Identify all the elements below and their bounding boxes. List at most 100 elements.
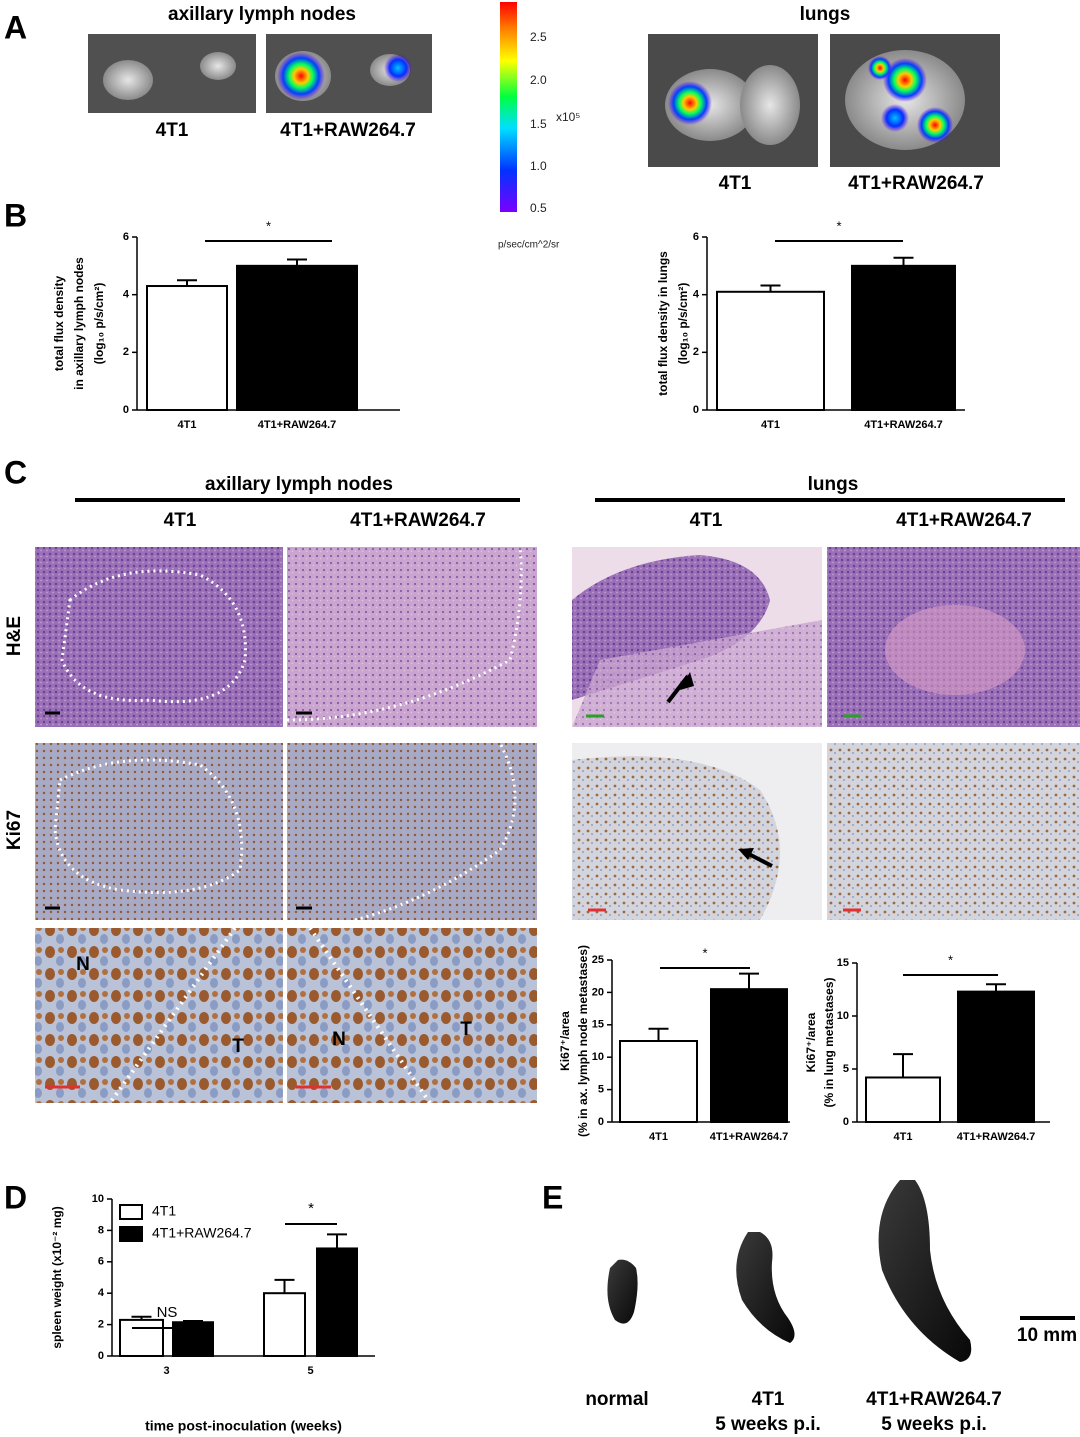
row-title: H&E — [4, 616, 25, 656]
image — [35, 928, 283, 1103]
y-tick-label: 15 — [837, 957, 849, 969]
y-tick-label: 6 — [98, 1256, 104, 1268]
x-tick-label: 3 — [163, 1365, 169, 1377]
y-axis-label: (log₁₀ p/s/cm²) — [92, 283, 106, 365]
column-title: 4T1+RAW264.7 — [350, 510, 486, 531]
y-tick-label: 4 — [693, 289, 700, 301]
image — [827, 743, 1080, 920]
y-axis-label: (% in lung metastases) — [822, 977, 836, 1107]
x-tick-label: 4T1+RAW264.7 — [710, 1131, 789, 1143]
bar — [851, 264, 956, 412]
y-tick-label: 2 — [693, 346, 699, 358]
bar — [146, 285, 228, 411]
bar — [236, 264, 358, 412]
image-caption: 4T1+RAW264.7 — [848, 173, 984, 194]
scale-label: 10 mm — [1017, 1325, 1077, 1346]
column-title: 4T1+RAW264.7 — [896, 510, 1032, 531]
colorbar-tick: 1.0 — [530, 159, 547, 173]
spleen-images — [607, 1180, 1075, 1362]
annotation: * — [308, 1200, 314, 1217]
colorbar-tick: 2.0 — [530, 73, 547, 87]
spleen-caption: 4T1+RAW264.7 — [866, 1389, 1002, 1410]
y-tick-label: 10 — [837, 1010, 849, 1022]
y-tick-label: 6 — [123, 231, 129, 243]
region-label: T — [460, 1019, 472, 1040]
legend-label: 4T1+RAW264.7 — [152, 1225, 252, 1241]
y-axis-label: total flux density in lungs — [656, 251, 670, 396]
spleen-caption: 5 weeks p.i. — [715, 1414, 821, 1435]
colorbar-tick: 2.5 — [530, 30, 547, 44]
image-title: lungs — [800, 4, 851, 25]
y-axis-label: spleen weight (x10⁻² mg) — [50, 1206, 64, 1348]
y-tick-label: 2 — [98, 1319, 104, 1331]
bar — [316, 1247, 358, 1357]
image — [287, 743, 537, 920]
image-title: axillary lymph nodes — [168, 4, 356, 25]
spleen-caption: normal — [585, 1389, 648, 1410]
panel-label: B — [4, 197, 27, 233]
x-axis-label: time post-inoculation (weeks) — [145, 1418, 342, 1434]
y-axis-label: total flux density — [52, 276, 66, 372]
y-tick-label: 15 — [592, 1019, 604, 1031]
colorbar-unit: p/sec/cm^2/sr — [498, 240, 560, 251]
annotation: * — [948, 952, 953, 967]
y-tick-label: 0 — [98, 1350, 104, 1362]
y-tick-label: 0 — [693, 404, 699, 416]
panel-label: E — [542, 1179, 563, 1215]
group-title: axillary lymph nodes — [205, 474, 393, 495]
panel-label: D — [4, 1179, 27, 1215]
y-tick-label: 0 — [123, 404, 129, 416]
column-title: 4T1 — [690, 510, 723, 531]
y-axis-label: Ki67⁺/area — [558, 1011, 572, 1071]
colorbar-tick: 1.5 — [530, 117, 547, 131]
image-caption: 4T1 — [156, 120, 189, 141]
y-axis-label: (% in ax. lymph node metastases) — [576, 945, 590, 1137]
x-tick-label: 4T1+RAW264.7 — [864, 419, 943, 431]
image — [35, 547, 283, 727]
region-label: T — [232, 1036, 244, 1057]
bar — [716, 290, 825, 411]
image — [287, 547, 537, 727]
colorbar-tick: 0.5 — [530, 201, 547, 215]
row-title: Ki67 — [4, 810, 25, 850]
legend-swatch — [119, 1204, 143, 1220]
panel-label: C — [4, 454, 27, 490]
image-caption: 4T1 — [719, 173, 752, 194]
image — [287, 928, 537, 1103]
y-tick-label: 0 — [843, 1116, 849, 1128]
y-tick-label: 4 — [123, 289, 130, 301]
y-tick-label: 8 — [98, 1224, 104, 1236]
annotation: * — [836, 218, 841, 233]
y-axis-label: (log₁₀ p/s/cm²) — [676, 283, 690, 365]
annotation: * — [702, 945, 707, 960]
colorbar — [500, 2, 517, 212]
histology-images — [35, 546, 1080, 1105]
y-tick-label: 4 — [98, 1287, 105, 1299]
x-tick-label: 4T1+RAW264.7 — [258, 419, 337, 431]
y-tick-label: 10 — [592, 1051, 604, 1063]
image — [35, 743, 283, 920]
spleen-caption: 5 weeks p.i. — [881, 1414, 987, 1435]
bar — [710, 988, 788, 1123]
panel-label: A — [4, 9, 27, 45]
x-tick-label: 4T1 — [894, 1131, 913, 1143]
x-tick-label: 4T1 — [761, 419, 780, 431]
column-title: 4T1 — [164, 510, 197, 531]
image-caption: 4T1+RAW264.7 — [280, 120, 416, 141]
y-tick-label: 5 — [843, 1063, 849, 1075]
y-tick-label: 6 — [693, 231, 699, 243]
y-tick-label: 0 — [598, 1116, 604, 1128]
y-axis-label: Ki67⁺/area — [804, 1012, 818, 1072]
bar — [263, 1292, 306, 1357]
bar — [957, 990, 1035, 1123]
region-label: N — [76, 954, 90, 975]
annotation: NS — [157, 1304, 178, 1321]
x-tick-label: 4T1 — [178, 419, 197, 431]
x-tick-label: 4T1+RAW264.7 — [957, 1131, 1036, 1143]
legend-label: 4T1 — [152, 1203, 176, 1219]
spleen-caption: 4T1 — [752, 1389, 785, 1410]
y-tick-label: 5 — [598, 1084, 604, 1096]
x-tick-label: 5 — [307, 1365, 313, 1377]
bar — [865, 1076, 941, 1123]
